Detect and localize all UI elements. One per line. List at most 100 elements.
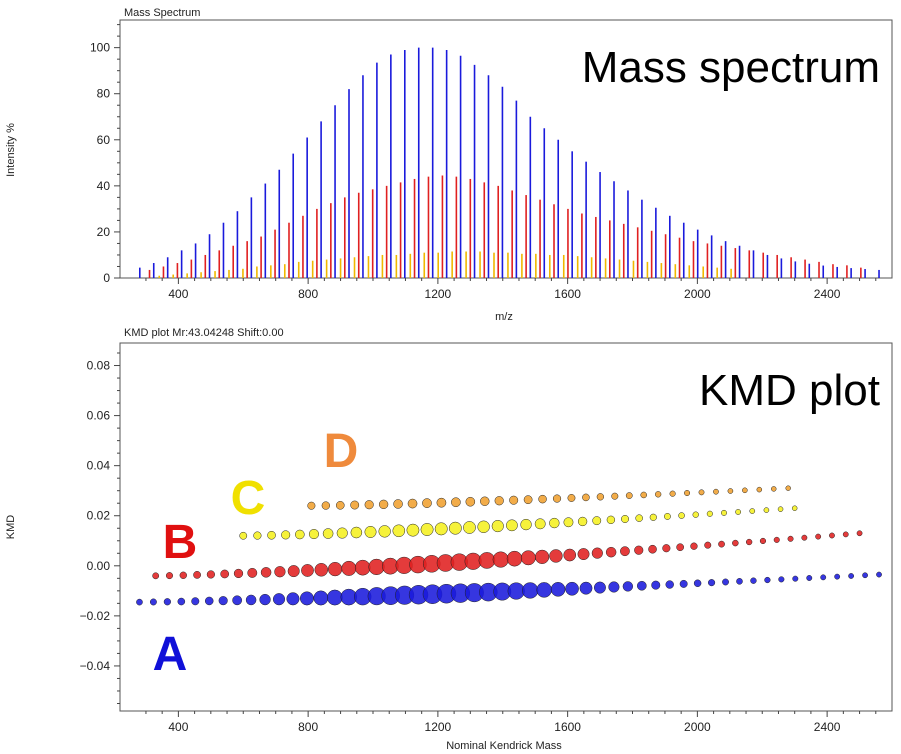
kmd-point-c-20 (520, 518, 532, 531)
kmd-point-d-4 (364, 500, 374, 510)
kmd-point-a-36 (636, 580, 647, 591)
kmd-point-d-10 (451, 497, 461, 508)
kmd-point-b-29 (549, 549, 563, 563)
kmd-point-b-33 (605, 546, 617, 558)
kmd-point-d-8 (422, 498, 432, 508)
kmd-point-d-25 (669, 490, 676, 497)
kmd-point-b-5 (220, 569, 230, 579)
kmd-point-b-44 (759, 537, 767, 545)
kmd-point-b-11 (301, 564, 314, 577)
kmd-point-b-40 (704, 541, 712, 549)
kmd-point-b-2 (179, 571, 187, 579)
kmd-point-a-7 (232, 595, 243, 606)
kmd-point-b-28 (535, 549, 550, 564)
kmd-panel: KMD plot Mr:43.04248 Shift:0.00 400 800 12… (5, 327, 893, 752)
kmd-point-b-41 (718, 540, 725, 548)
kmd-point-b-13 (327, 561, 343, 577)
kmd-x-tick-label: 800 (298, 720, 318, 734)
kmd-plot-frame (119, 342, 893, 712)
kmd-x-label: Nominal Kendrick Mass (446, 740, 562, 752)
kmd-point-a-28 (521, 582, 539, 599)
kmd-point-a-47 (792, 575, 799, 582)
kmd-point-d-33 (785, 485, 791, 491)
kmd-point-c-8 (350, 526, 363, 539)
ms-y-tick-label: 80 (97, 87, 111, 101)
kmd-point-c-31 (678, 512, 685, 519)
kmd-point-b-50 (842, 531, 849, 538)
kmd-point-a-40 (693, 579, 702, 588)
kmd-point-a-43 (736, 578, 743, 585)
ms-x-ticks: 400 800 1200 1600 2000 2400 (145, 278, 877, 301)
ms-x-tick-label: 2400 (814, 287, 841, 301)
ms-y-tick-label: 40 (97, 179, 111, 193)
kmd-x-tick-label: 2400 (814, 720, 841, 734)
kmd-points (136, 485, 882, 606)
kmd-point-c-21 (534, 518, 546, 530)
kmd-y-tick-label: −0.04 (80, 659, 111, 673)
kmd-point-c-28 (635, 514, 643, 522)
kmd-point-d-20 (596, 493, 605, 501)
ms-big-title: Mass spectrum (582, 43, 880, 92)
kmd-point-a-13 (313, 590, 329, 606)
kmd-point-a-50 (834, 573, 841, 580)
kmd-point-c-6 (322, 528, 334, 539)
kmd-point-d-32 (771, 486, 777, 492)
kmd-point-a-33 (593, 581, 606, 594)
kmd-point-b-15 (354, 559, 371, 576)
kmd-point-b-32 (591, 547, 603, 559)
kmd-point-d-31 (756, 486, 763, 493)
kmd-point-a-32 (579, 581, 593, 595)
kmd-y-tick-label: 0.00 (87, 559, 111, 573)
kmd-point-d-18 (567, 494, 576, 502)
kmd-point-b-1 (165, 572, 173, 580)
kmd-x-tick-label: 2000 (684, 720, 711, 734)
kmd-point-c-17 (477, 520, 490, 534)
kmd-point-b-24 (478, 552, 496, 569)
kmd-point-d-14 (509, 495, 519, 505)
kmd-point-a-35 (622, 581, 634, 592)
kmd-point-d-24 (654, 491, 662, 498)
kmd-point-d-2 (335, 501, 345, 510)
kmd-point-c-22 (549, 517, 560, 529)
kmd-point-a-46 (778, 576, 785, 583)
kmd-point-d-27 (698, 489, 705, 496)
kmd-point-d-29 (727, 488, 734, 494)
kmd-point-a-41 (708, 579, 716, 587)
kmd-point-b-42 (732, 539, 739, 547)
ms-y-tick-label: 0 (103, 271, 110, 285)
kmd-point-c-36 (749, 508, 756, 514)
kmd-point-d-28 (713, 488, 719, 495)
kmd-point-c-15 (448, 521, 462, 535)
kmd-point-d-19 (582, 493, 590, 502)
kmd-point-b-43 (745, 538, 753, 546)
kmd-point-c-30 (664, 513, 671, 520)
kmd-point-a-2 (163, 598, 171, 606)
kmd-point-d-5 (378, 499, 389, 510)
kmd-point-c-0 (239, 531, 248, 540)
kmd-point-d-21 (611, 492, 619, 500)
kmd-point-a-49 (820, 574, 827, 581)
kmd-point-a-37 (651, 580, 661, 590)
kmd-point-c-29 (649, 513, 657, 521)
kmd-point-a-39 (679, 579, 688, 588)
kmd-point-a-5 (204, 596, 214, 606)
kmd-point-b-45 (773, 536, 780, 543)
kmd-point-b-27 (520, 550, 536, 566)
kmd-point-b-7 (247, 567, 258, 578)
ms-y-tick-label: 100 (90, 41, 110, 55)
kmd-point-b-38 (676, 543, 684, 552)
kmd-big-title: KMD plot (699, 366, 880, 415)
kmd-point-d-0 (307, 501, 316, 510)
series-label-a: A (153, 628, 188, 681)
kmd-point-b-37 (662, 544, 671, 553)
kmd-point-b-9 (274, 566, 286, 578)
kmd-point-a-12 (299, 591, 314, 606)
kmd-point-a-1 (149, 598, 157, 606)
kmd-point-b-25 (492, 551, 509, 568)
kmd-point-d-9 (436, 497, 447, 508)
kmd-point-b-36 (648, 544, 657, 554)
ms-x-tick-label: 400 (168, 287, 188, 301)
kmd-point-d-17 (552, 494, 562, 503)
kmd-point-c-13 (420, 523, 434, 536)
